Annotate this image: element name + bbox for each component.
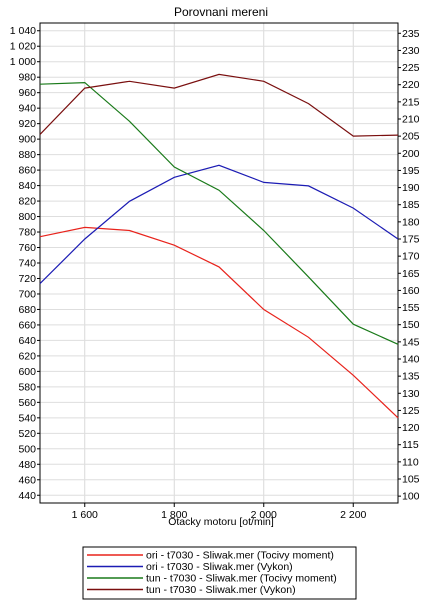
right-tick-label: 125 xyxy=(402,405,420,417)
left-axis: 440 460 480 500 520 540 560 580 600 620 640 660 680 7… xyxy=(10,25,40,502)
left-tick-label: 800 xyxy=(18,211,36,223)
left-tick-label: 1 000 xyxy=(10,56,36,68)
right-tick-label: 170 xyxy=(402,251,420,263)
right-tick-label: 155 xyxy=(402,302,420,314)
left-tick-label: 880 xyxy=(18,149,36,161)
right-tick-label: 225 xyxy=(402,62,420,74)
right-tick-label: 235 xyxy=(402,28,420,40)
series-layer xyxy=(39,73,399,419)
right-tick-label: 175 xyxy=(402,234,420,246)
right-tick-label: 210 xyxy=(402,114,420,126)
right-tick-label: 185 xyxy=(402,199,420,211)
legend-entry-1: ori - t7030 - Sliwak.mer (Vykon) xyxy=(146,561,293,573)
left-tick-label: 1 040 xyxy=(10,25,36,37)
left-tick-label: 580 xyxy=(18,381,36,393)
left-tick-label: 780 xyxy=(18,227,36,239)
left-tick-label: 540 xyxy=(18,412,36,424)
right-tick-label: 115 xyxy=(402,439,419,451)
series-line-1 xyxy=(39,164,399,285)
left-tick-label: 860 xyxy=(18,165,36,177)
x-axis: 1 600 1 800 2 000 2 200 xyxy=(72,503,367,521)
right-tick-label: 190 xyxy=(402,182,420,194)
left-tick-label: 900 xyxy=(18,134,36,146)
left-tick-label: 960 xyxy=(18,87,36,99)
chart-title: Porovnani mereni xyxy=(174,5,268,19)
left-tick-label: 660 xyxy=(18,319,36,331)
right-tick-label: 220 xyxy=(402,79,420,91)
x-tick-label: 1 800 xyxy=(161,509,187,521)
right-tick-label: 105 xyxy=(402,474,420,486)
right-tick-label: 110 xyxy=(402,456,419,468)
right-tick-label: 150 xyxy=(402,319,420,331)
left-tick-label: 720 xyxy=(18,273,36,285)
legend-entry-0: ori - t7030 - Sliwak.mer (Tocivy moment) xyxy=(146,550,334,562)
legend-entry-3: tun - t7030 - Sliwak.mer (Vykon) xyxy=(146,584,296,596)
right-tick-label: 140 xyxy=(402,354,420,366)
right-tick-label: 215 xyxy=(402,96,420,108)
series-line-2 xyxy=(39,81,399,345)
left-tick-label: 560 xyxy=(18,397,36,409)
left-tick-label: 940 xyxy=(18,103,36,115)
right-tick-label: 145 xyxy=(402,336,420,348)
right-tick-label: 165 xyxy=(402,268,420,280)
legend: ori - t7030 - Sliwak.mer (Tocivy moment)… xyxy=(82,546,357,600)
right-tick-label: 135 xyxy=(402,371,420,383)
left-tick-label: 980 xyxy=(18,72,36,84)
left-tick-label: 440 xyxy=(18,490,36,502)
series-line-3 xyxy=(39,73,399,137)
x-tick-label: 2 200 xyxy=(340,509,366,521)
left-tick-label: 760 xyxy=(18,242,36,254)
right-tick-label: 180 xyxy=(402,216,420,228)
x-tick-label: 2 000 xyxy=(251,509,277,521)
left-tick-label: 840 xyxy=(18,180,36,192)
right-tick-label: 100 xyxy=(402,491,420,503)
left-tick-label: 500 xyxy=(18,443,36,455)
left-tick-label: 700 xyxy=(18,288,36,300)
left-tick-label: 600 xyxy=(18,366,36,378)
right-axis: 100 105 110 115 120 125 130 135 140 145 150 155 160 1… xyxy=(398,28,420,503)
right-tick-label: 230 xyxy=(402,45,420,57)
x-tick-label: 1 600 xyxy=(72,509,98,521)
left-tick-label: 820 xyxy=(18,196,36,208)
left-tick-label: 520 xyxy=(18,428,36,440)
left-tick-label: 620 xyxy=(18,350,36,362)
left-tick-label: 740 xyxy=(18,258,36,270)
right-tick-label: 120 xyxy=(402,422,420,434)
right-tick-label: 205 xyxy=(402,131,420,143)
series-line-0 xyxy=(39,226,399,419)
left-tick-label: 1 020 xyxy=(10,41,36,53)
right-tick-label: 200 xyxy=(402,148,420,160)
left-tick-label: 640 xyxy=(18,335,36,347)
right-tick-label: 130 xyxy=(402,388,420,400)
x-axis-label: Otacky motoru [ot/min] xyxy=(168,516,274,528)
left-tick-label: 480 xyxy=(18,459,36,471)
left-tick-label: 680 xyxy=(18,304,36,316)
right-tick-label: 195 xyxy=(402,165,420,177)
left-tick-label: 460 xyxy=(18,474,36,486)
grid xyxy=(40,23,398,503)
right-tick-label: 160 xyxy=(402,285,420,297)
legend-entry-2: tun - t7030 - Sliwak.mer (Tocivy moment) xyxy=(146,573,337,585)
left-tick-label: 920 xyxy=(18,118,36,130)
